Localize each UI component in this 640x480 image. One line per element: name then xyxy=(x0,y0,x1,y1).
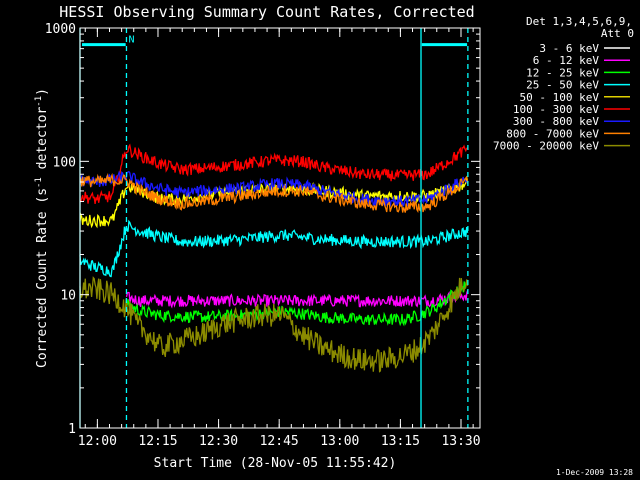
x-tick-label-1: 12:15 xyxy=(138,434,177,449)
legend-header-line-2: Att 0 xyxy=(601,27,634,40)
y-axis-label-end: ) xyxy=(35,88,50,96)
series-line-3 xyxy=(79,219,469,278)
series-line-5 xyxy=(79,143,468,204)
legend-label-7: 800 - 7000 keV xyxy=(506,127,599,140)
footer-date: 1-Dec-2009 13:28 xyxy=(556,468,633,477)
y-tick-label-3: 1000 xyxy=(45,22,76,37)
y-axis-label-sup1: -1 xyxy=(34,177,44,188)
legend-label-4: 50 - 100 keV xyxy=(520,91,600,104)
legend-label-3: 25 - 50 keV xyxy=(526,79,599,92)
plot-frame xyxy=(79,27,481,429)
x-tick-label-5: 13:15 xyxy=(381,434,420,449)
chart-title: HESSI Observing Summary Count Rates, Cor… xyxy=(59,3,474,21)
series-line-7 xyxy=(79,172,469,213)
series-line-0 xyxy=(79,342,469,415)
legend-label-5: 100 - 300 keV xyxy=(513,103,599,116)
annotation-label-6: N xyxy=(128,34,134,45)
x-tick-label-2: 12:30 xyxy=(199,434,238,449)
y-tick-label-0: 1 xyxy=(68,422,76,437)
legend-label-0: 3 - 6 keV xyxy=(539,42,599,55)
legend-label-6: 300 - 800 keV xyxy=(513,115,599,128)
series-line-8 xyxy=(79,276,469,373)
series-line-2 xyxy=(125,280,469,327)
legend-label-8: 7000 - 20000 keV xyxy=(493,140,599,153)
y-axis-label-main: Corrected Count Rate (s xyxy=(35,188,50,368)
y-tick-label-1: 10 xyxy=(60,289,76,304)
y-axis-label-mid: detector xyxy=(35,107,50,178)
legend-header-line-1: Det 1,3,4,5,6,9, xyxy=(526,15,632,28)
x-tick-label-6: 13:30 xyxy=(441,434,480,449)
y-axis-label-sup2: -1 xyxy=(34,96,44,107)
legend-label-2: 12 - 25 keV xyxy=(526,66,599,79)
y-tick-label-2: 100 xyxy=(53,155,76,170)
x-tick-label-4: 13:00 xyxy=(320,434,359,449)
x-tick-label-3: 12:45 xyxy=(260,434,299,449)
y-axis-label: Corrected Count Rate (s-1 detector-1) xyxy=(34,88,50,368)
x-tick-label-0: 12:00 xyxy=(78,434,117,449)
series-line-1 xyxy=(125,289,469,309)
plot-area: N 1 10 100 1000 12:00 12:15 12:30 12:45 13:00 13:1… xyxy=(45,22,481,449)
legend-label-1: 6 - 12 keV xyxy=(533,54,600,67)
x-axis-label: Start Time (28-Nov-05 11:55:42) xyxy=(154,456,397,471)
